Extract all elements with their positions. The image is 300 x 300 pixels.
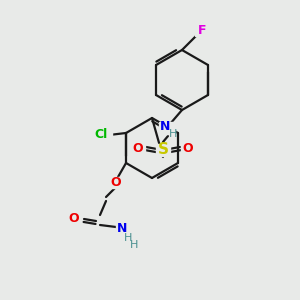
Text: O: O [133, 142, 143, 154]
Text: F: F [198, 23, 206, 37]
Bar [110, 176, 122, 188]
Bar [156, 144, 170, 156]
Bar [195, 24, 209, 36]
Bar [159, 122, 175, 134]
Text: O: O [111, 176, 121, 188]
Bar [181, 142, 195, 154]
Text: N: N [160, 121, 170, 134]
Text: H: H [124, 233, 132, 243]
Bar [116, 225, 132, 237]
Text: N: N [117, 223, 127, 236]
Bar [67, 214, 81, 224]
Text: H: H [169, 129, 177, 139]
Bar [90, 129, 112, 141]
Bar [131, 142, 145, 154]
Text: O: O [69, 212, 79, 226]
Text: Cl: Cl [94, 128, 108, 142]
Text: O: O [183, 142, 193, 154]
Text: S: S [158, 142, 169, 158]
Text: H: H [130, 240, 138, 250]
